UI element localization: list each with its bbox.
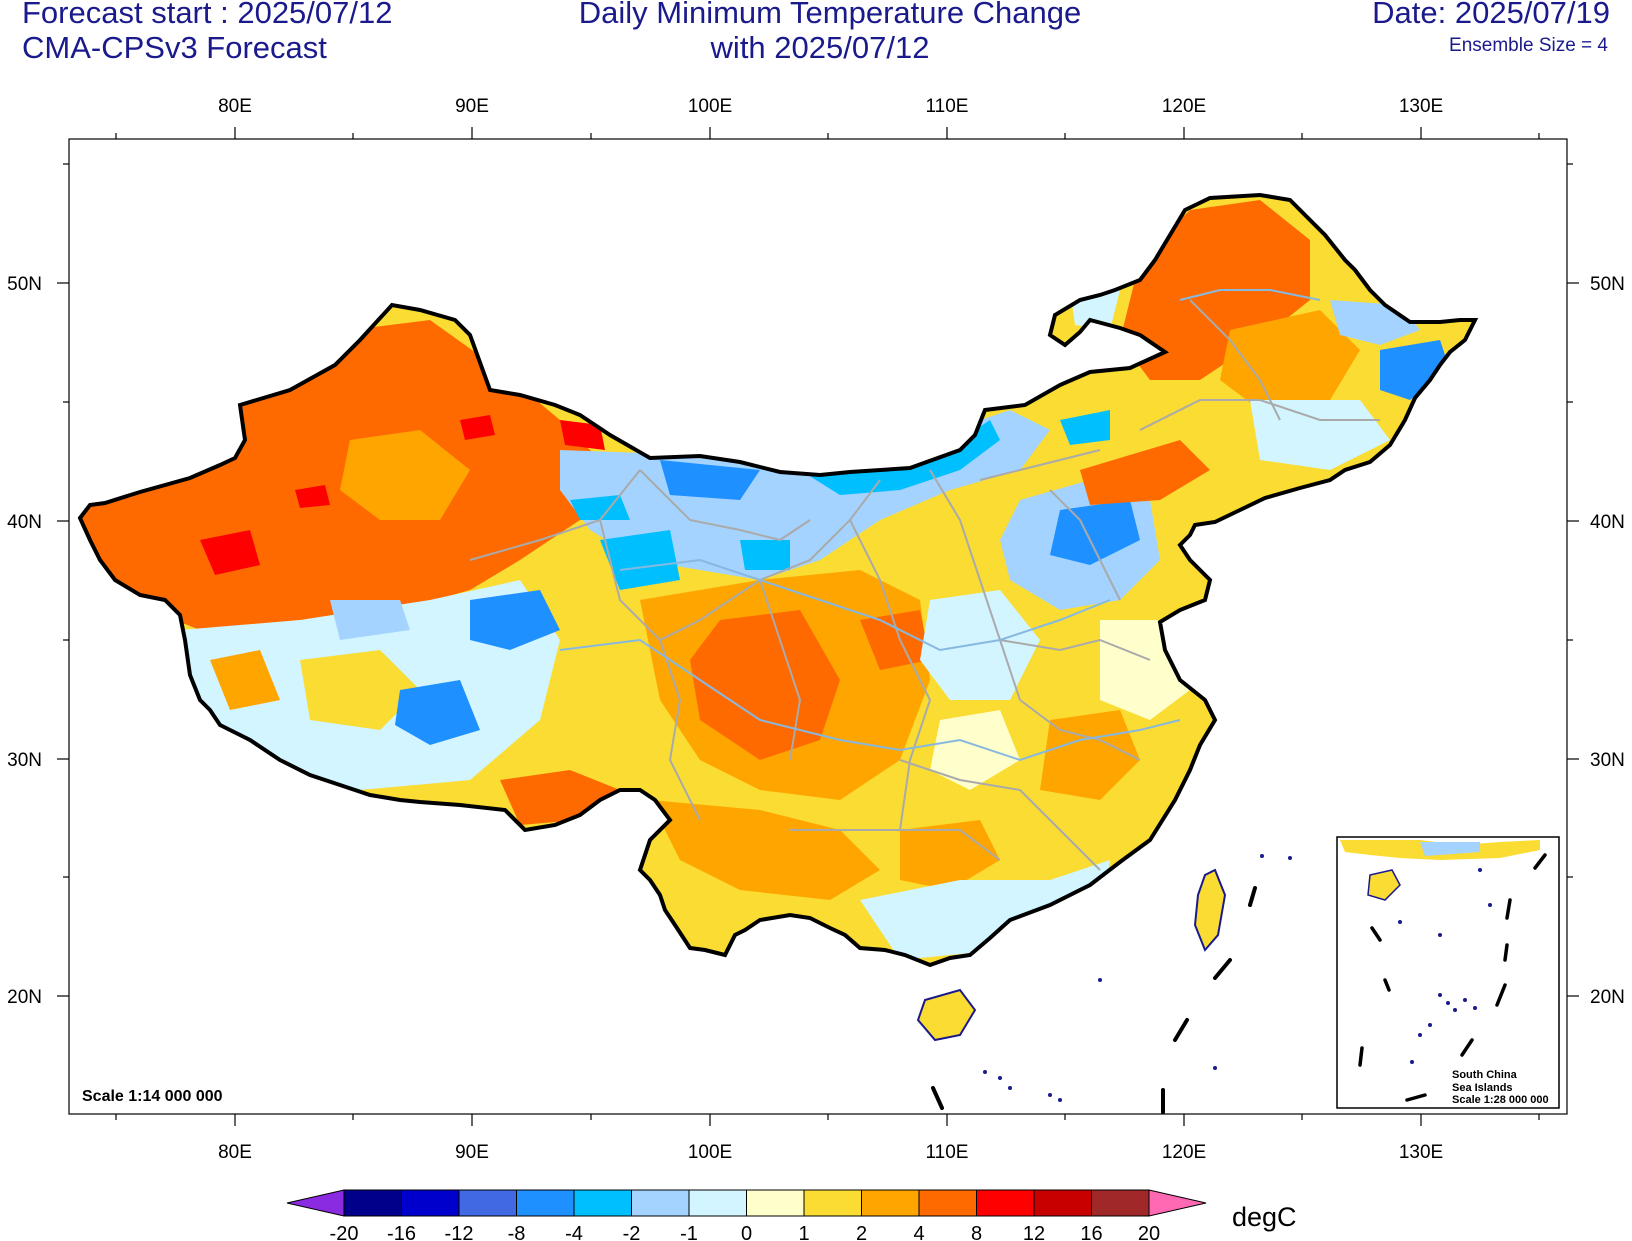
inset-scale-label: Scale 1:28 000 000 — [1452, 1094, 1549, 1106]
lon-label-bottom: 90E — [455, 1142, 489, 1163]
colorbar-level-label: -1 — [680, 1223, 698, 1241]
colorbar-swatch — [573, 1189, 632, 1217]
colorbar-level-label: 12 — [1023, 1223, 1045, 1241]
lat-label-right: 40N — [1590, 512, 1625, 533]
hainan-island — [916, 988, 977, 1042]
forecast-start-label: Forecast start : 2025/07/12 — [22, 0, 393, 30]
colorbar-swatch — [976, 1189, 1035, 1217]
south-china-sea-inset: South China Sea Islands Scale 1:28 000 0… — [1336, 836, 1560, 1109]
inset-label-line2: Sea Islands — [1452, 1082, 1513, 1094]
colorbar-swatch — [516, 1189, 575, 1217]
colorbar-swatch — [918, 1189, 977, 1217]
lon-label-bottom: 100E — [688, 1142, 732, 1163]
colorbar-level-label: 4 — [913, 1223, 924, 1241]
valid-date-label: Date: 2025/07/19 — [1372, 0, 1610, 30]
lon-label-bottom: 110E — [926, 1142, 969, 1163]
nine-dash-line — [931, 886, 1257, 1114]
map-title: Daily Minimum Temperature Change — [578, 0, 1082, 30]
lat-label-right: 50N — [1590, 274, 1625, 295]
colorbar-level-label: 8 — [971, 1223, 982, 1241]
colorbar-level-label: 0 — [741, 1223, 752, 1241]
lon-label-top: 120E — [1162, 96, 1206, 117]
colorbar-level-label: 1 — [798, 1223, 809, 1241]
inset-label-line1: South China — [1452, 1069, 1518, 1081]
lon-label-top: 80E — [218, 96, 252, 117]
colorbar-swatch — [746, 1189, 805, 1217]
lon-label-top: 90E — [455, 96, 489, 117]
colorbar-swatch — [343, 1189, 402, 1217]
colorbar-unit-label: degC — [1232, 1202, 1297, 1232]
colorbar-arrow-low — [286, 1189, 345, 1217]
colorbar-swatch — [401, 1189, 460, 1217]
colorbar-swatch — [688, 1189, 747, 1217]
lon-label-top: 110E — [926, 96, 969, 117]
lat-label-right: 20N — [1590, 987, 1625, 1008]
lon-label-bottom: 80E — [218, 1142, 252, 1163]
colorbar-level-label: -16 — [387, 1223, 416, 1241]
colorbar-level-label: -8 — [508, 1223, 526, 1241]
colorbar-level-label: -4 — [565, 1223, 583, 1241]
colorbar-level-label: 20 — [1138, 1223, 1160, 1241]
colorbar-level-label: 16 — [1080, 1223, 1102, 1241]
colorbar: -20 -16 -12 -8 -4 -2 -1 0 1 2 4 8 12 16 20 — [286, 1189, 1207, 1241]
colorbar-swatch — [1091, 1189, 1150, 1217]
colorbar-level-label: 2 — [856, 1223, 867, 1241]
ensemble-size-label: Ensemble Size = 4 — [1449, 35, 1608, 56]
province-boundaries — [469, 299, 1380, 871]
lat-label-left: 50N — [7, 274, 42, 295]
colorbar-arrow-high — [1148, 1189, 1207, 1217]
lon-label-top: 130E — [1399, 96, 1443, 117]
map-subtitle: with 2025/07/12 — [710, 30, 930, 65]
colorbar-swatch — [1033, 1189, 1092, 1217]
colorbar-swatch — [631, 1189, 690, 1217]
model-label: CMA-CPSv3 Forecast — [22, 30, 327, 65]
lat-label-left: 40N — [7, 512, 42, 533]
colorbar-swatch — [803, 1189, 862, 1217]
colorbar-swatch — [458, 1189, 517, 1217]
small-islands — [983, 854, 1292, 1102]
map-scale-label: Scale 1:14 000 000 — [82, 1088, 223, 1105]
lat-label-left: 30N — [7, 750, 42, 771]
lat-label-right: 30N — [1590, 750, 1625, 771]
lat-label-left: 20N — [7, 987, 42, 1008]
taiwan-island — [1193, 868, 1227, 952]
colorbar-level-label: -20 — [330, 1223, 359, 1241]
rivers — [559, 289, 1321, 762]
colorbar-swatch — [861, 1189, 920, 1217]
lon-label-top: 100E — [688, 96, 732, 117]
axis-ticks — [57, 127, 1579, 1126]
lon-label-bottom: 120E — [1162, 1142, 1206, 1163]
colorbar-level-label: -2 — [623, 1223, 641, 1241]
colorbar-level-label: -12 — [445, 1223, 474, 1241]
lon-label-bottom: 130E — [1399, 1142, 1443, 1163]
